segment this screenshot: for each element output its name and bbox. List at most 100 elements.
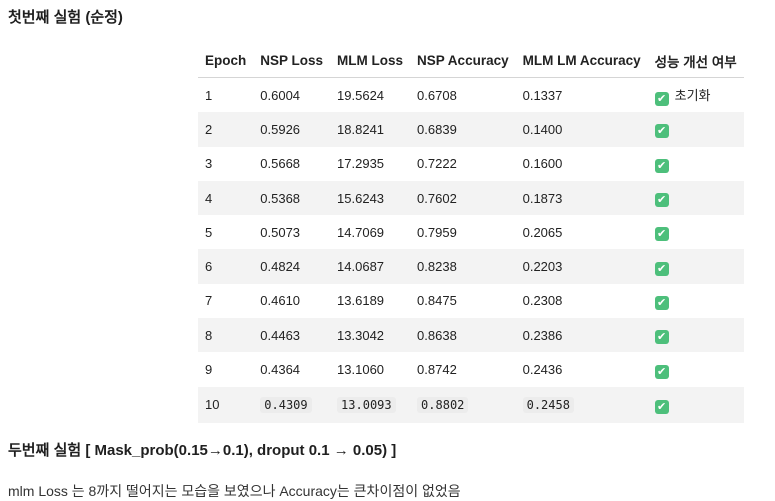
check-mark-icon: ✔ (654, 295, 669, 310)
mlm-accuracy-cell-value: 0.2065 (522, 224, 563, 240)
header-epoch: Epoch (198, 44, 254, 78)
nsp-loss-cell: 0.6004 (253, 78, 330, 113)
mlm-accuracy-cell-value: 0.1873 (522, 190, 563, 206)
nsp-accuracy-cell-value: 0.7222 (417, 156, 457, 172)
mlm-loss-cell-value: 13.3042 (337, 327, 385, 343)
epoch-cell-value: 9 (205, 362, 213, 378)
mlm-loss-cell: 14.0687 (330, 249, 411, 284)
nsp-loss-cell-value: 0.5368 (260, 190, 301, 206)
table-row: 7 0.4610 13.6189 0.8475 0.2308 ✔ (198, 284, 744, 318)
nsp-accuracy-cell-value: 0.7602 (417, 190, 457, 206)
section2-title: 두번째 실험 [ Mask_prob(0.15→0.1), droput 0.1… (8, 442, 397, 459)
nsp-accuracy-cell: 0.8742 (410, 352, 516, 386)
mlm-loss-cell-value: 13.0093 (337, 397, 396, 414)
epoch-cell-value: 3 (205, 156, 213, 172)
nsp-loss-cell: 0.4610 (253, 284, 330, 318)
mlm-accuracy-cell-value: 0.1400 (522, 121, 563, 137)
mlm-loss-cell-value: 13.1060 (337, 362, 385, 378)
table-row: 8 0.4463 13.3042 0.8638 0.2386 ✔ (198, 318, 744, 353)
improved-cell: ✔ (647, 249, 744, 284)
mlm-loss-cell: 13.0093 (330, 386, 411, 423)
mlm-accuracy-cell-value: 0.2386 (522, 327, 563, 343)
table-row: 2 0.5926 18.8241 0.6839 0.1400 ✔ (198, 112, 744, 147)
mlm-loss-cell: 14.7069 (330, 215, 410, 249)
nsp-accuracy-cell: 0.8475 (410, 284, 516, 318)
mlm-loss-cell: 13.3042 (330, 318, 411, 353)
nsp-accuracy-cell-value: 0.8802 (417, 397, 469, 414)
nsp-loss-cell: 0.5668 (253, 147, 330, 181)
mlm-loss-cell: 13.1060 (330, 352, 410, 386)
check-mark-icon: ✔ (654, 227, 669, 242)
improved-note: 초기화 (674, 87, 711, 103)
improved-cell: ✔ (647, 386, 744, 423)
nsp-accuracy-cell-value: 0.8475 (417, 293, 457, 309)
improved-cell: ✔ (647, 318, 744, 353)
epoch-cell: 7 (198, 284, 253, 318)
improved-cell: ✔ (648, 284, 744, 318)
table-row: 10 0.4309 13.0093 0.8802 0.2458 ✔ (198, 386, 744, 423)
check-mark-icon: ✔ (654, 158, 669, 173)
epoch-cell-value: 8 (205, 327, 213, 343)
check-mark-icon: ✔ (654, 364, 669, 379)
nsp-loss-cell-value: 0.4610 (260, 293, 301, 309)
check-mark-icon: ✔ (654, 399, 669, 414)
nsp-loss-cell: 0.5368 (253, 180, 331, 216)
mlm-accuracy-cell: 0.1400 (515, 112, 648, 147)
epoch-cell-value: 2 (205, 121, 213, 137)
epoch-cell-value: 10 (205, 397, 220, 413)
mlm-accuracy-cell: 0.1600 (516, 147, 648, 181)
nsp-accuracy-cell: 0.8638 (410, 318, 516, 353)
nsp-loss-cell: 0.5926 (253, 112, 331, 147)
check-mark-icon: ✔ (654, 124, 669, 139)
mlm-accuracy-cell-value: 0.2436 (522, 362, 563, 378)
mlm-accuracy-cell: 0.2203 (515, 249, 648, 284)
nsp-loss-cell-value: 0.4364 (260, 362, 301, 378)
epoch-cell: 6 (198, 249, 254, 284)
table-row: 1 0.6004 19.5624 0.6708 0.1337 ✔ 초기화 (198, 78, 744, 113)
nsp-accuracy-cell: 0.6708 (410, 78, 516, 113)
improved-cell: ✔ (648, 215, 744, 249)
nsp-loss-cell: 0.5073 (253, 215, 330, 249)
improved-cell: ✔ 초기화 (648, 78, 744, 113)
mlm-accuracy-cell: 0.2065 (516, 215, 648, 249)
epoch-cell: 10 (198, 386, 254, 423)
mlm-accuracy-cell: 0.2386 (515, 318, 648, 353)
nsp-loss-cell: 0.4309 (253, 386, 331, 423)
nsp-accuracy-cell: 0.7959 (410, 215, 516, 249)
mlm-loss-cell: 19.5624 (330, 78, 410, 113)
epoch-cell-value: 5 (205, 224, 213, 240)
nsp-loss-cell: 0.4364 (253, 352, 330, 386)
nsp-loss-cell-value: 0.6004 (260, 87, 301, 103)
check-mark-icon: ✔ (654, 91, 669, 106)
nsp-loss-cell-value: 0.5926 (260, 121, 301, 137)
nsp-accuracy-cell: 0.8238 (410, 249, 516, 284)
epoch-cell-value: 6 (205, 259, 213, 275)
epoch-cell-value: 4 (205, 190, 213, 206)
nsp-accuracy-cell: 0.7602 (410, 180, 516, 216)
header-nsp-loss: NSP Loss (253, 44, 331, 78)
mlm-accuracy-cell: 0.1337 (516, 78, 648, 113)
mlm-accuracy-cell-value: 0.1600 (522, 156, 563, 172)
nsp-loss-cell-value: 0.5073 (260, 224, 301, 240)
results-table: Epoch NSP Loss MLM Loss NSP Accuracy MLM… (198, 44, 744, 423)
mlm-accuracy-cell-value: 0.2308 (522, 293, 563, 309)
mlm-loss-cell: 13.6189 (330, 284, 410, 318)
section2-text: mlm Loss 는 8까지 떨어지는 모습을 보였으나 Accuracy는 큰… (8, 483, 461, 499)
mlm-loss-cell-value: 14.7069 (337, 224, 385, 240)
section1-title: 첫번째 실험 (순정) (8, 9, 123, 26)
nsp-loss-cell-value: 0.4309 (260, 397, 312, 414)
check-mark-icon: ✔ (654, 261, 669, 276)
epoch-cell: 2 (198, 112, 254, 147)
nsp-accuracy-cell: 0.7222 (410, 147, 516, 181)
table-row: 6 0.4824 14.0687 0.8238 0.2203 ✔ (198, 249, 744, 284)
nsp-accuracy-cell-value: 0.7959 (417, 224, 457, 240)
nsp-accuracy-cell-value: 0.8238 (417, 259, 457, 275)
table-row: 4 0.5368 15.6243 0.7602 0.1873 ✔ (198, 180, 744, 216)
mlm-accuracy-cell-value: 0.1337 (522, 87, 563, 103)
improved-cell: ✔ (647, 112, 744, 147)
improved-cell: ✔ (648, 147, 744, 181)
mlm-loss-cell: 17.2935 (330, 147, 410, 181)
nsp-accuracy-cell-value: 0.8742 (417, 362, 457, 378)
nsp-accuracy-cell-value: 0.6708 (417, 87, 457, 103)
mlm-loss-cell-value: 18.8241 (337, 121, 385, 137)
